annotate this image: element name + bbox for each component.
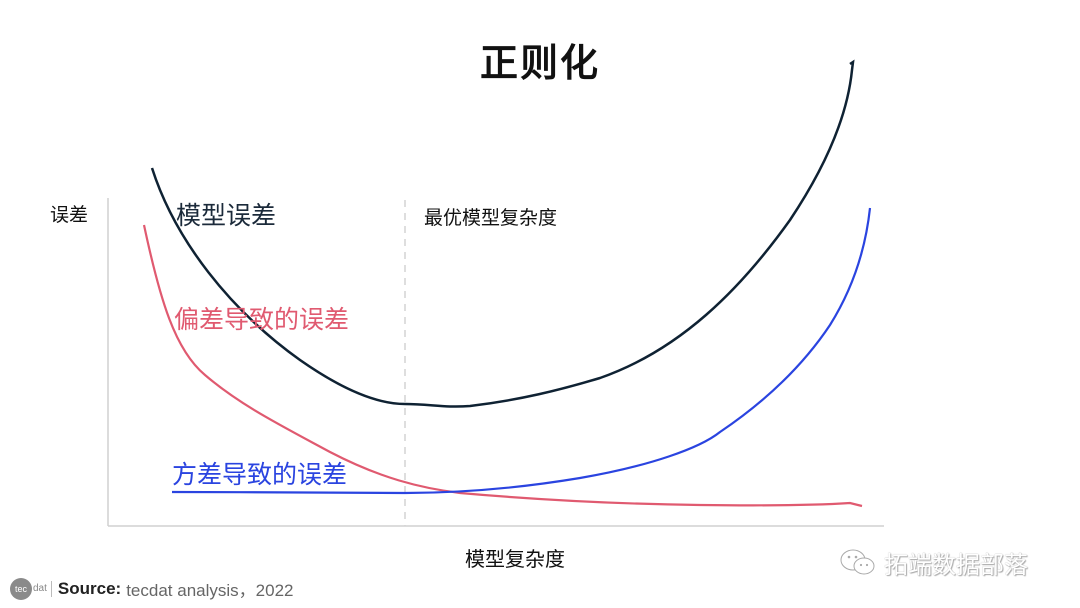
variance-error-curve bbox=[171, 207, 872, 495]
logo-suffix: dat bbox=[33, 583, 47, 594]
watermark: 拓端数据部落 bbox=[838, 545, 1028, 580]
model-error-curve bbox=[150, 59, 855, 408]
footer-divider bbox=[50, 580, 52, 597]
x-axis-label: 模型复杂度 bbox=[465, 547, 565, 571]
bias-error-label: 偏差导致的误差 bbox=[174, 305, 350, 334]
source-footer: tec dat Source: tecdat analysis，2022 bbox=[10, 576, 293, 601]
model-error-label: 模型误差 bbox=[176, 201, 277, 230]
optimal-complexity-label: 最优模型复杂度 bbox=[424, 207, 558, 229]
source-key: Source: bbox=[57, 578, 122, 598]
wechat-icon bbox=[840, 549, 875, 574]
tecdat-logo-icon: tec bbox=[10, 577, 32, 600]
y-axis-label: 误差 bbox=[50, 204, 89, 226]
source-text: tecdat analysis，2022 bbox=[126, 581, 294, 600]
chart-title: 正则化 bbox=[479, 40, 600, 85]
variance-error-label: 方差导致的误差 bbox=[172, 460, 348, 489]
watermark-text: 拓端数据部落 bbox=[884, 551, 1028, 579]
bias-error-curve bbox=[142, 224, 863, 508]
